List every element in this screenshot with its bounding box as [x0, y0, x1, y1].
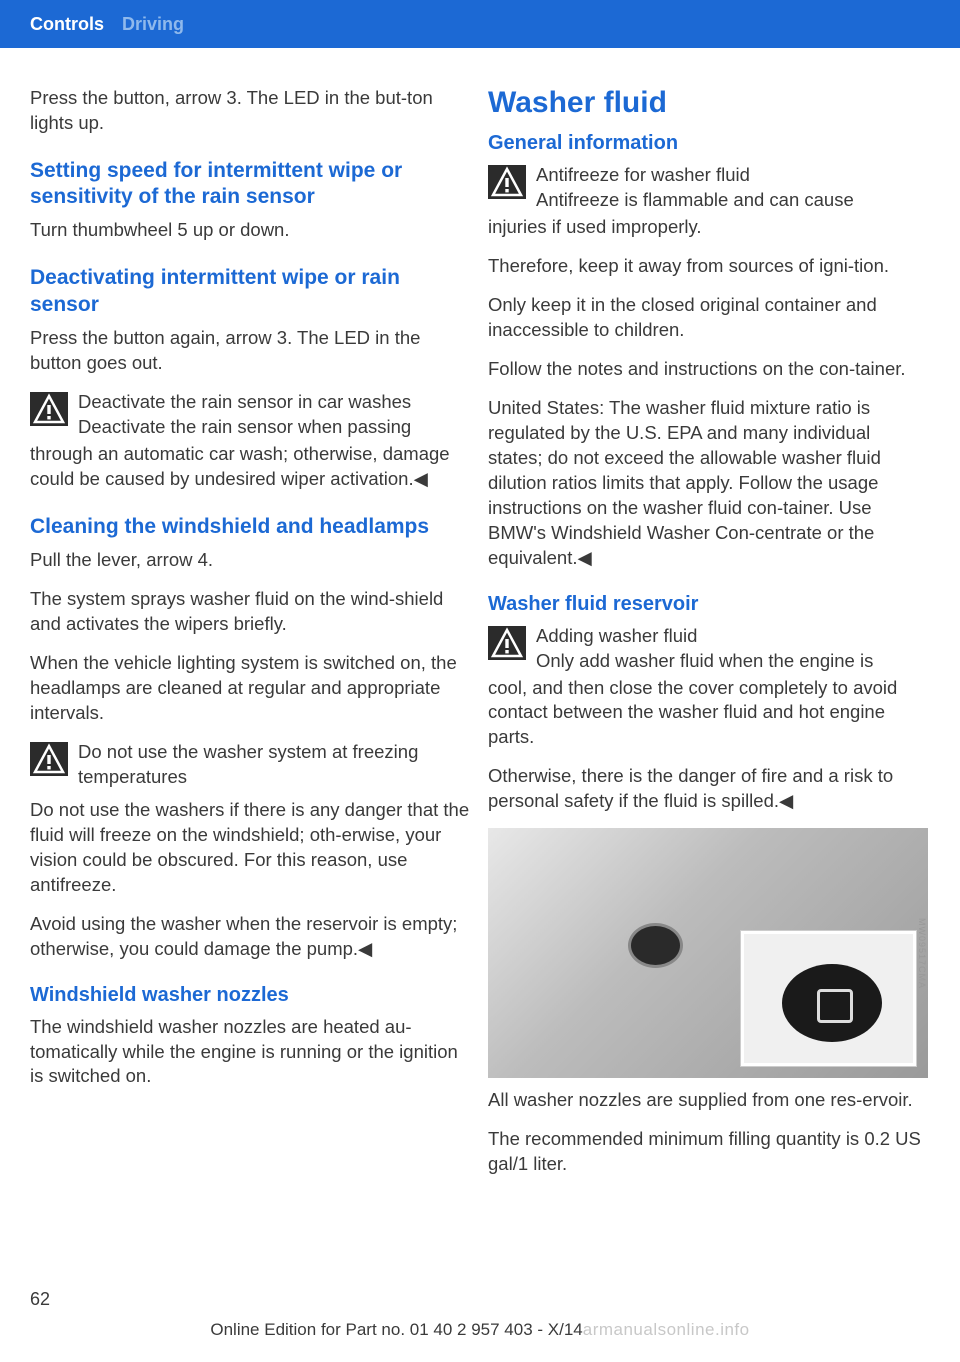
warning-text: Do not use the washer system at freezing… — [78, 740, 418, 790]
image-code: MW09517CMA — [914, 838, 928, 1068]
warning-block: Adding washer fluid Only add washer flui… — [488, 624, 928, 674]
warning-block: Antifreeze for washer fluid Antifreeze i… — [488, 163, 928, 213]
warning-block: Deactivate the rain sensor in car washes… — [30, 390, 470, 440]
warning-line: Antifreeze is flammable and can cause — [536, 188, 854, 213]
para: Follow the notes and instructions on the… — [488, 357, 928, 382]
footer: 62 Online Edition for Part no. 01 40 2 9… — [0, 1289, 960, 1362]
page-number: 62 — [30, 1289, 930, 1310]
para: When the vehicle lighting system is swit… — [30, 651, 470, 726]
warning-line: Antifreeze for washer fluid — [536, 163, 854, 188]
footer-line: Online Edition for Part no. 01 40 2 957 … — [30, 1320, 930, 1340]
para: Turn thumbwheel 5 up or down. — [30, 218, 470, 243]
para: Do not use the washers if there is any d… — [30, 798, 470, 898]
heading-deactivating: Deactivating intermittent wipe or rain s… — [30, 265, 470, 318]
para: cool, and then close the cover completel… — [488, 676, 928, 751]
warning-icon — [30, 392, 68, 431]
para: The recommended minimum filling quantity… — [488, 1127, 928, 1177]
heading-nozzles: Windshield washer nozzles — [30, 984, 470, 1007]
page-body: Press the button, arrow 3. The LED in th… — [0, 48, 960, 1191]
breadcrumb-driving: Driving — [122, 14, 184, 35]
para: Avoid using the washer when the reservoi… — [30, 912, 470, 962]
right-column: Washer fluid General information Antifre… — [488, 86, 928, 1191]
para: The windshield washer nozzles are heated… — [30, 1015, 470, 1090]
para: Otherwise, there is the danger of fire a… — [488, 764, 928, 814]
para: Therefore, keep it away from sources of … — [488, 254, 928, 279]
para: Press the button again, arrow 3. The LED… — [30, 326, 470, 376]
watermark: armanualsonline.info — [583, 1320, 750, 1339]
warning-icon — [488, 165, 526, 204]
para: All washer nozzles are supplied from one… — [488, 1088, 928, 1113]
warning-line: Do not use the washer system at freezing — [78, 740, 418, 765]
heading-reservoir: Washer fluid reservoir — [488, 593, 928, 616]
footer-text: Online Edition for Part no. 01 40 2 957 … — [210, 1320, 582, 1339]
warning-block: Do not use the washer system at freezing… — [30, 740, 470, 790]
warning-line: Deactivate the rain sensor in car washes — [78, 390, 411, 415]
warning-icon — [488, 626, 526, 665]
para: injuries if used improperly. — [488, 215, 928, 240]
para: United States: The washer fluid mixture … — [488, 396, 928, 571]
heading-general-info: General information — [488, 132, 928, 155]
header-bar: Controls Driving — [0, 0, 960, 48]
warning-line: Only add washer fluid when the engine is — [536, 649, 873, 674]
para: through an automatic car wash; otherwise… — [30, 442, 470, 492]
para: Press the button, arrow 3. The LED in th… — [30, 86, 470, 136]
para: Only keep it in the closed original cont… — [488, 293, 928, 343]
para: The system sprays washer fluid on the wi… — [30, 587, 470, 637]
warning-text: Antifreeze for washer fluid Antifreeze i… — [536, 163, 854, 213]
warning-icon — [30, 742, 68, 781]
warning-line: Adding washer fluid — [536, 624, 873, 649]
warning-text: Adding washer fluid Only add washer flui… — [536, 624, 873, 674]
para: Pull the lever, arrow 4. — [30, 548, 470, 573]
engine-bay-image: MW09517CMA — [488, 828, 928, 1078]
warning-line: Deactivate the rain sensor when passing — [78, 415, 411, 440]
heading-setting-speed: Setting speed for intermittent wipe or s… — [30, 158, 470, 211]
left-column: Press the button, arrow 3. The LED in th… — [30, 86, 470, 1191]
breadcrumb-controls: Controls — [30, 14, 104, 35]
warning-line: temperatures — [78, 765, 418, 790]
heading-washer-fluid: Washer fluid — [488, 86, 928, 120]
warning-text: Deactivate the rain sensor in car washes… — [78, 390, 411, 440]
heading-cleaning: Cleaning the windshield and headlamps — [30, 514, 470, 540]
